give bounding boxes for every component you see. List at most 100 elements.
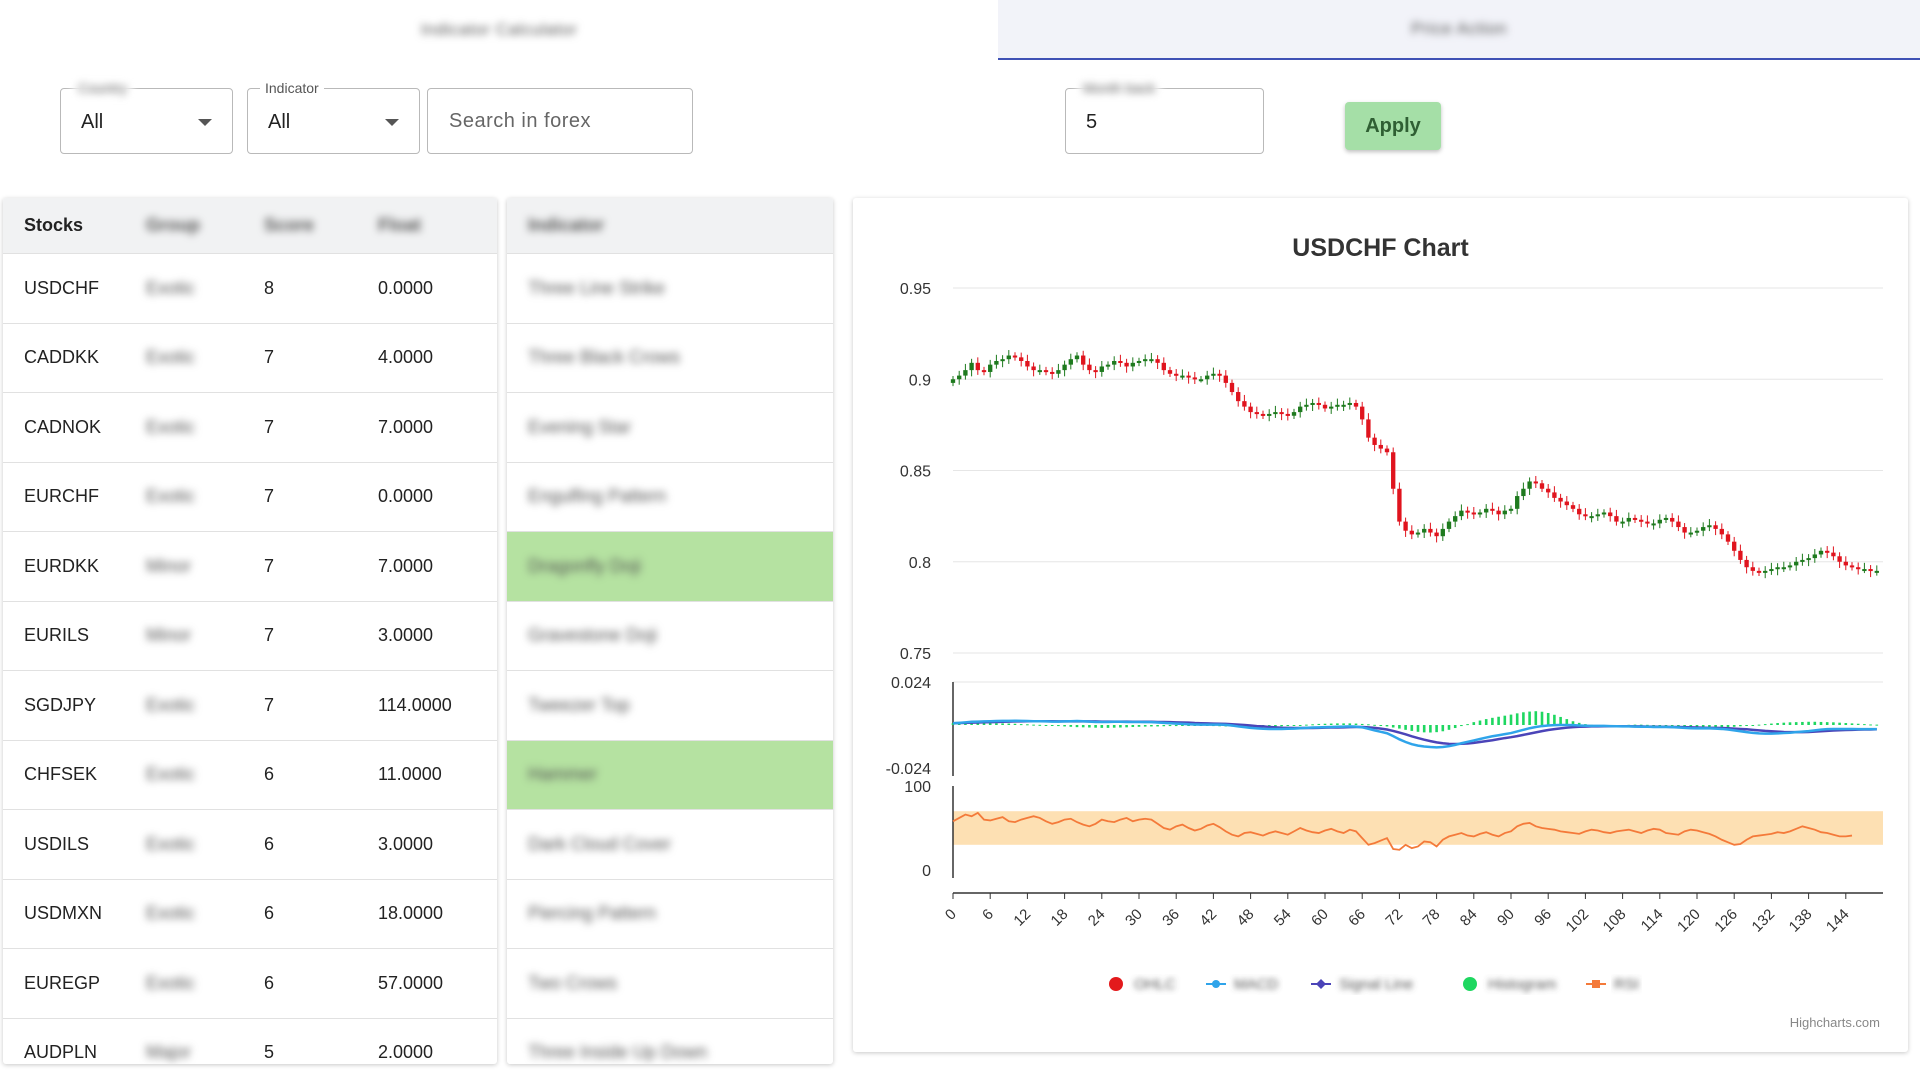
histogram-bar — [1447, 725, 1451, 730]
legend-marker — [1592, 980, 1600, 988]
table-row[interactable]: AUDPLN Major 5 2.0000 — [3, 1017, 497, 1065]
candle — [1372, 437, 1377, 445]
candle — [1174, 373, 1179, 376]
tab-indicator-calculator[interactable]: Indicator Calculator — [0, 0, 998, 60]
table-row[interactable]: Hammer — [507, 739, 833, 809]
table-row[interactable]: Tweezer Top — [507, 670, 833, 740]
stock-cell: USDCHF — [24, 277, 99, 298]
table-row[interactable]: CADNOK Exotic 7 7.0000 — [3, 392, 497, 462]
indicator-cell: Three Line Strike — [528, 277, 666, 298]
candle — [1471, 512, 1476, 515]
legend-label[interactable]: MACD — [1234, 976, 1278, 993]
candle — [1143, 359, 1148, 362]
table-row[interactable]: Dragonfly Doji — [507, 531, 833, 601]
candle — [1868, 569, 1873, 572]
histogram-bar — [1150, 725, 1153, 727]
candle — [1688, 532, 1693, 535]
column-header-stocks[interactable]: Stocks — [24, 215, 84, 235]
histogram-bar — [1863, 724, 1866, 726]
histogram-bar — [1491, 717, 1494, 725]
histogram-bar — [1825, 722, 1829, 725]
table-row[interactable]: CHFSEK Exotic 6 11.0000 — [3, 739, 497, 810]
month-back-value: 5 — [1086, 111, 1098, 133]
legend-label[interactable]: Histogram — [1488, 976, 1556, 993]
tab-price-action[interactable]: Price Action — [998, 0, 1920, 60]
apply-button[interactable]: Apply — [1345, 102, 1441, 150]
x-tick-label: 90 — [1494, 906, 1518, 930]
column-header-score[interactable]: Score — [264, 215, 315, 235]
histogram-bar — [1063, 725, 1066, 727]
table-row[interactable]: Evening Star — [507, 392, 833, 462]
candle — [1056, 370, 1061, 374]
histogram-bar — [1646, 724, 1649, 726]
candle — [1291, 412, 1297, 416]
table-row[interactable]: USDCHF Exotic 8 0.0000 — [3, 253, 497, 323]
x-tick-label: 126 — [1711, 906, 1741, 936]
candle — [1000, 359, 1005, 362]
table-row[interactable]: EUREGP Exotic 6 57.0000 — [3, 948, 497, 1018]
float-cell: 7.0000 — [378, 416, 434, 437]
legend-label[interactable]: OHLC — [1134, 976, 1176, 993]
table-row[interactable]: Three Line Strike — [507, 253, 833, 323]
x-tick-label: 72 — [1382, 906, 1406, 930]
candle — [1533, 481, 1538, 484]
column-header-indicator[interactable]: Indicator — [528, 215, 605, 235]
float-cell: 4.0000 — [378, 347, 434, 368]
histogram-bar — [1323, 723, 1327, 725]
tab-label: Price Action — [1411, 19, 1507, 38]
table-row[interactable]: CADDKK Exotic 7 4.0000 — [3, 322, 497, 393]
table-row[interactable]: Three Black Crows — [507, 322, 833, 393]
table-row[interactable]: Three Inside Up Down — [507, 1017, 833, 1065]
table-row[interactable]: Two Crows — [507, 948, 833, 1018]
country-select[interactable]: Country All — [60, 80, 233, 154]
month-back-field[interactable]: Month back 5 — [1065, 80, 1264, 154]
table-row[interactable]: USDILS Exotic 6 3.0000 — [3, 809, 497, 879]
indicator-select[interactable]: Indicator All — [247, 80, 420, 154]
float-cell: 18.0000 — [378, 903, 444, 924]
table-row[interactable]: Piercing Pattern — [507, 878, 833, 949]
table-row[interactable]: Engulfing Pattern — [507, 461, 833, 532]
histogram-bar — [1367, 724, 1370, 726]
candle — [1570, 505, 1576, 509]
histogram-bar — [1416, 725, 1420, 732]
score-cell: 7 — [264, 416, 275, 437]
histogram-bar — [1794, 722, 1798, 725]
table-row[interactable]: EURCHF Exotic 7 0.0000 — [3, 461, 497, 532]
histogram-bar — [1695, 725, 1699, 727]
score-cell: 7 — [264, 555, 275, 576]
candle — [1025, 361, 1030, 367]
table-row[interactable]: USDMXN Exotic 6 18.0000 — [3, 878, 497, 949]
candle — [1651, 523, 1656, 526]
column-header-group[interactable]: Group — [146, 215, 200, 235]
histogram-bar — [1410, 725, 1414, 731]
candle — [1632, 517, 1638, 520]
table-row[interactable]: EURDKK Minor 7 7.0000 — [3, 531, 497, 601]
candle — [1719, 528, 1724, 535]
histogram-bar — [1639, 724, 1643, 726]
group-cell: Exotic — [146, 764, 196, 785]
histogram-bar — [1094, 725, 1097, 728]
column-header-float[interactable]: Float — [378, 215, 421, 235]
legend-label[interactable]: Signal Line — [1339, 976, 1413, 993]
indicator-cell: Tweezer Top — [528, 694, 630, 715]
candle — [1068, 359, 1073, 365]
chart-credits[interactable]: Highcharts.com — [1789, 1015, 1880, 1030]
search-input[interactable] — [429, 90, 691, 152]
table-row[interactable]: EURILS Minor 7 3.0000 — [3, 600, 497, 671]
legend-label[interactable]: RSI — [1614, 976, 1639, 993]
stock-cell: USDMXN — [24, 903, 103, 924]
country-select-label: Country — [73, 80, 133, 96]
table-row[interactable]: Dark Cloud Cover — [507, 809, 833, 879]
histogram-bar — [1478, 720, 1482, 725]
table-row[interactable]: SGDJPY Exotic 7 114.0000 — [3, 670, 497, 740]
stock-cell: EURCHF — [24, 486, 99, 507]
search-field — [427, 88, 693, 154]
table-row[interactable]: Gravestone Doji — [507, 600, 833, 671]
histogram-bar — [1013, 723, 1017, 725]
stocks-table: Stocks Group Score Float USDCHF Exotic 8 0.… — [3, 198, 497, 1064]
histogram-bar — [1726, 725, 1730, 728]
x-tick-label: 120 — [1674, 906, 1704, 936]
histogram-bar — [1559, 716, 1562, 725]
indicator-cell: Dragonfly Doji — [528, 555, 642, 576]
